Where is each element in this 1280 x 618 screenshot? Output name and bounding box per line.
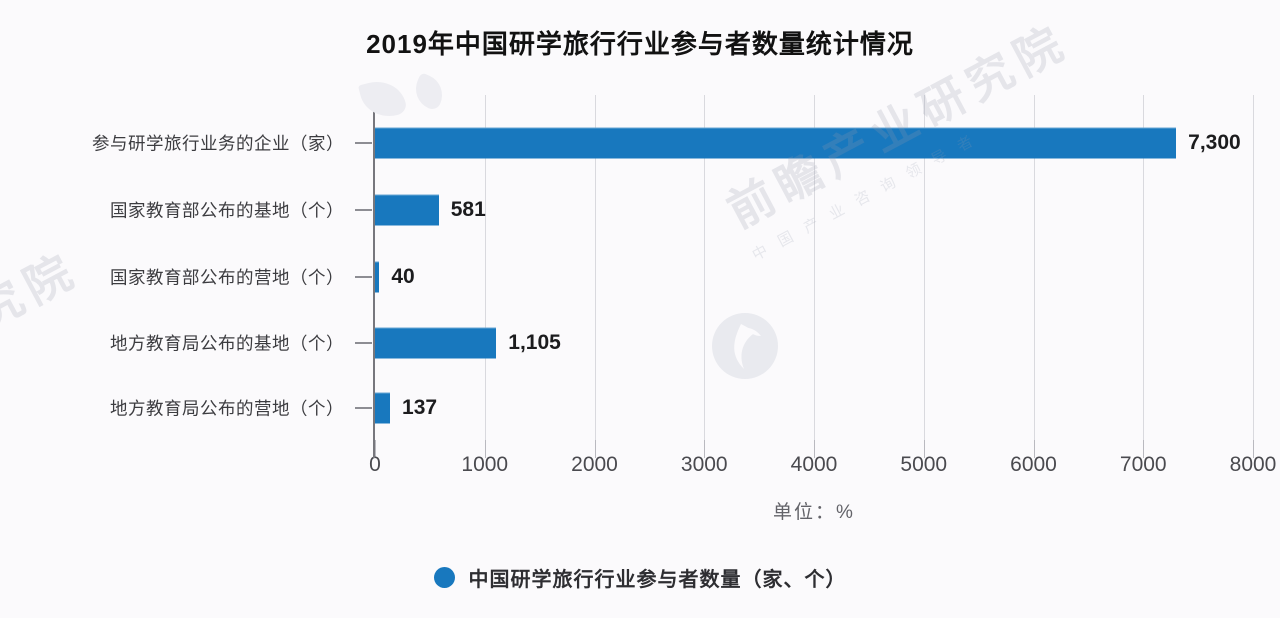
x-tick-label: 8000 bbox=[1229, 453, 1277, 476]
y-axis-line bbox=[373, 95, 375, 458]
value-label: 137 bbox=[402, 396, 438, 419]
value-label: 1,105 bbox=[508, 331, 561, 354]
x-axis-tick bbox=[923, 440, 925, 458]
gridline bbox=[704, 95, 706, 450]
category-tick bbox=[355, 142, 372, 144]
x-tick-label: 6000 bbox=[1010, 453, 1057, 476]
category-label: 地方教育局公布的营地（个） bbox=[110, 398, 344, 419]
gridline bbox=[923, 95, 925, 450]
gridline bbox=[594, 95, 596, 450]
value-label: 40 bbox=[391, 265, 415, 288]
x-axis-tick bbox=[594, 440, 596, 458]
chart-title: 2019年中国研学旅行行业参与者数量统计情况 bbox=[366, 29, 914, 59]
bar bbox=[375, 392, 391, 424]
watermark-petal-icon bbox=[409, 72, 449, 112]
bar bbox=[375, 194, 439, 226]
x-axis-tick bbox=[1253, 440, 1254, 458]
x-tick-label: 5000 bbox=[900, 453, 948, 476]
x-axis-tick bbox=[484, 440, 486, 458]
x-axis-tick bbox=[1033, 440, 1035, 458]
category-label: 国家教育部公布的基地（个） bbox=[110, 200, 344, 221]
x-tick-label: 0 bbox=[369, 453, 381, 476]
legend: 中国研学旅行行业参与者数量（家、个） bbox=[0, 563, 1280, 592]
category-tick bbox=[355, 342, 372, 344]
x-axis-tick bbox=[814, 440, 815, 458]
x-tick-label: 7000 bbox=[1119, 453, 1167, 476]
category-label: 地方教育局公布的基地（个） bbox=[110, 333, 344, 354]
bar bbox=[375, 327, 497, 359]
category-tick bbox=[355, 209, 372, 211]
gridline bbox=[1253, 95, 1254, 450]
gridline bbox=[814, 95, 815, 450]
category-tick bbox=[355, 407, 372, 409]
x-tick-label: 4000 bbox=[790, 453, 838, 476]
watermark-logo-icon bbox=[712, 313, 778, 379]
watermark-sub-text: 中国产业咨询领导者 bbox=[749, 126, 988, 265]
x-tick-label: 3000 bbox=[680, 453, 728, 476]
gridline bbox=[484, 95, 486, 450]
category-tick bbox=[355, 276, 372, 278]
x-axis-tick bbox=[704, 440, 706, 458]
value-label: 7,300 bbox=[1188, 131, 1241, 154]
value-label: 581 bbox=[450, 198, 486, 221]
gridline bbox=[1033, 95, 1035, 450]
x-tick-label: 2000 bbox=[571, 453, 618, 476]
unit-label: 单位：% bbox=[773, 502, 855, 523]
gridline bbox=[1143, 95, 1145, 450]
category-label: 参与研学旅行业务的企业（家） bbox=[92, 133, 344, 154]
watermark-petal-icon bbox=[358, 75, 408, 123]
bar bbox=[375, 261, 380, 293]
x-axis-tick bbox=[1143, 440, 1145, 458]
legend-circle-icon bbox=[433, 567, 455, 588]
category-label: 国家教育部公布的营地（个） bbox=[110, 267, 344, 288]
x-axis-tick bbox=[375, 440, 376, 458]
bar bbox=[375, 127, 1177, 159]
legend-label: 中国研学旅行行业参与者数量（家、个） bbox=[468, 569, 847, 591]
x-tick-label: 1000 bbox=[461, 453, 509, 476]
